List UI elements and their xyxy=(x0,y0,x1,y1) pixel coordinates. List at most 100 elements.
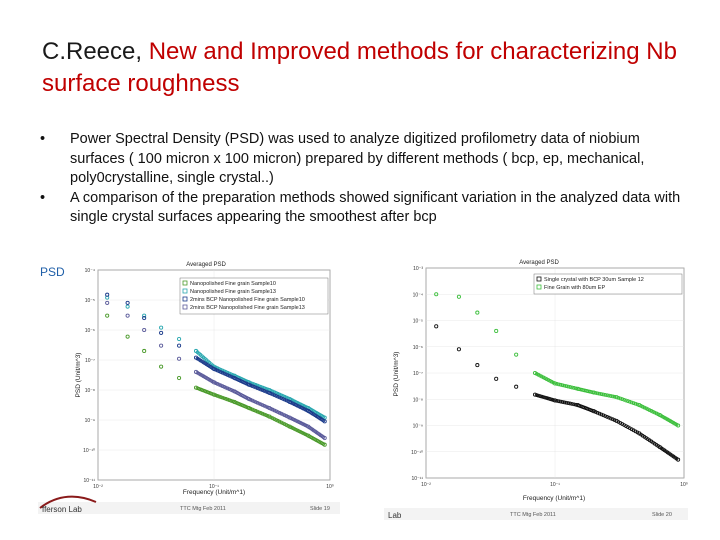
data-point xyxy=(211,392,217,397)
data-point xyxy=(612,394,617,399)
data-point xyxy=(217,394,221,399)
data-point xyxy=(177,356,182,361)
data-point xyxy=(556,399,561,404)
data-point xyxy=(610,394,615,399)
data-point xyxy=(125,304,130,309)
data-point xyxy=(601,413,606,418)
data-point xyxy=(603,414,608,418)
data-point xyxy=(494,328,499,333)
data-point xyxy=(105,313,110,318)
right-legend: Single crystal with BCP 30um Sample 12 Fi… xyxy=(533,273,683,295)
data-point xyxy=(267,390,272,395)
data-point xyxy=(556,382,561,387)
data-point xyxy=(159,330,164,335)
data-point xyxy=(603,393,608,397)
legend-marker xyxy=(182,304,188,310)
data-point xyxy=(539,394,544,399)
left-plot-title: Averaged PSD xyxy=(186,262,226,268)
data-point xyxy=(558,382,563,387)
data-point xyxy=(211,380,217,385)
data-point xyxy=(322,442,327,447)
data-point xyxy=(224,397,228,401)
left-footer-center: TTC Mtg Feb 2011 xyxy=(180,506,226,512)
data-point xyxy=(105,300,110,305)
data-point xyxy=(605,415,609,419)
data-point xyxy=(607,415,611,420)
data-point xyxy=(211,366,217,372)
data-point xyxy=(549,397,554,402)
data-point xyxy=(573,402,578,407)
data-point xyxy=(215,394,220,398)
legend-entry: 2mins BCP Nanopolished Fine grain Sample… xyxy=(190,297,305,303)
psd-tag: PSD xyxy=(40,265,65,279)
data-point xyxy=(532,392,538,397)
left-y-axis-label: PSD (Unit/m^3) xyxy=(75,353,82,398)
legend-marker xyxy=(536,276,542,282)
data-point xyxy=(555,382,559,386)
data-point xyxy=(591,409,596,414)
data-point xyxy=(570,385,574,390)
data-point xyxy=(548,397,552,401)
data-point xyxy=(159,364,164,369)
left-legend: Nanopolished Fine grain Sample10 Nanopoli… xyxy=(179,277,329,315)
bullet-dot-icon: • xyxy=(40,131,46,147)
data-point xyxy=(246,382,251,387)
data-point xyxy=(267,414,272,419)
data-point xyxy=(601,392,606,397)
y-tick-label: 10⁻⁹ xyxy=(413,424,423,430)
y-tick-label: 10⁻⁷ xyxy=(85,358,95,364)
data-point xyxy=(631,401,636,405)
x-tick-label: 10⁻² xyxy=(421,482,431,488)
data-point xyxy=(572,402,576,407)
data-point xyxy=(222,396,227,401)
right-footer-bar xyxy=(384,508,688,520)
data-point xyxy=(568,385,572,389)
data-point xyxy=(322,415,327,420)
left-chart-panel: PSD Averaged PSD 10⁻⁴ 10⁻⁵ 10⁻⁶ 10⁻⁷ 10⁻⁸ 10⁻… xyxy=(38,258,340,514)
data-point xyxy=(456,347,461,352)
data-point xyxy=(475,363,480,368)
data-point xyxy=(177,336,182,342)
data-point xyxy=(546,396,551,401)
y-tick-label: 10⁻⁵ xyxy=(413,319,423,325)
y-tick-label: 10⁻⁸ xyxy=(413,397,423,403)
data-point xyxy=(220,395,225,400)
right-psd-chart: Averaged PSD 10⁻³ 10⁻⁴ 10⁻⁵ 10⁻⁶ 10⁻⁷ 10⁻⁸ 10⁻… xyxy=(384,254,688,520)
data-point xyxy=(267,406,272,411)
data-point xyxy=(607,393,611,398)
legend-entry: Nanopolished Fine grain Sample13 xyxy=(190,289,276,295)
data-point xyxy=(142,316,147,321)
y-tick-label: 10⁻¹⁰ xyxy=(411,450,423,456)
slide-title: C.Reece, New and Improved methods for ch… xyxy=(42,36,702,100)
data-point xyxy=(534,393,539,397)
data-point xyxy=(213,393,218,398)
data-point xyxy=(538,394,542,398)
y-tick-label: 10⁻³ xyxy=(413,266,423,272)
legend-marker xyxy=(182,296,188,302)
data-point xyxy=(536,393,541,398)
data-point xyxy=(494,376,499,381)
y-tick-label: 10⁻⁹ xyxy=(85,418,95,424)
left-footer-bar xyxy=(38,502,340,514)
data-point xyxy=(229,398,233,403)
left-logo-text: fferson Lab xyxy=(42,505,82,514)
data-point xyxy=(593,391,598,395)
data-point xyxy=(322,419,327,424)
data-point xyxy=(593,410,598,414)
left-grid xyxy=(97,269,331,481)
bullet-dot-icon: • xyxy=(40,189,46,206)
data-point xyxy=(620,397,625,401)
data-point xyxy=(595,391,600,396)
data-point xyxy=(676,423,681,428)
data-point xyxy=(570,402,574,406)
data-point xyxy=(609,394,613,398)
left-footer-right: Slide 19 xyxy=(310,506,330,512)
data-point xyxy=(177,376,182,381)
data-point xyxy=(177,343,182,348)
right-plot-title: Averaged PSD xyxy=(519,260,559,266)
bullet-list: • Power Spectral Density (PSD) was used … xyxy=(40,130,690,228)
right-chart-panel: Averaged PSD 10⁻³ 10⁻⁴ 10⁻⁵ 10⁻⁶ 10⁻⁷ 10⁻⁸ 10⁻… xyxy=(384,254,688,520)
data-point xyxy=(218,395,223,399)
right-logo-text: Lab xyxy=(388,511,402,520)
legend-entry: Fine Grain with 80um EP xyxy=(544,285,605,291)
